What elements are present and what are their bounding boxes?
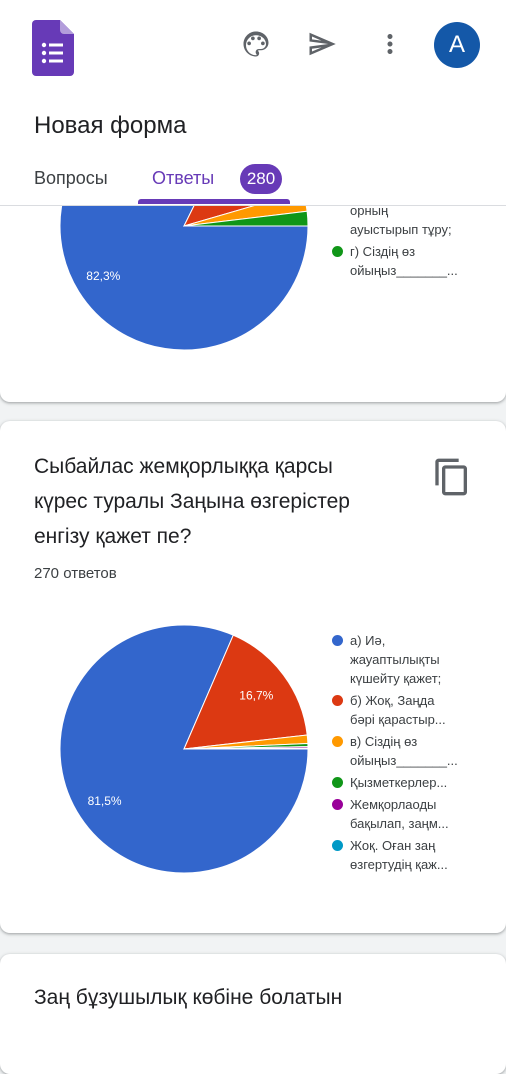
active-tab-indicator xyxy=(138,199,290,204)
legend-swatch xyxy=(332,840,343,851)
legend-item: Жемқорлаоды бақылап, заңм... xyxy=(332,795,472,833)
legend-swatch xyxy=(332,777,343,788)
tab-responses[interactable]: Ответы xyxy=(152,168,215,188)
pie-chart-2: 81,5% 16,7% xyxy=(59,624,309,874)
legend-item: Қызметкерлер... xyxy=(332,773,472,792)
pie-slice xyxy=(183,747,309,750)
legend-label: ойыңыз_______... xyxy=(350,263,458,278)
form-title: Новая форма xyxy=(34,112,187,139)
legend-swatch xyxy=(332,736,343,747)
legend-swatch xyxy=(332,695,343,706)
question-title: Заң бұзушылық көбіне болатын xyxy=(34,986,343,1009)
more-vert-icon[interactable] xyxy=(370,24,410,64)
legend-label: күшейту қажет; xyxy=(350,671,442,686)
account-avatar[interactable]: A xyxy=(434,22,480,68)
legend-item: б) Жоқ, Заңда бәрі қарастыр... xyxy=(332,691,472,729)
legend-label: Жемқорлаоды xyxy=(350,797,437,812)
legend-label: ойыңыз_______... xyxy=(350,753,458,768)
chart-legend-1: орның ауыстырып тұру; г) Сіздің өз ойыңыз__… xyxy=(332,201,472,283)
pie-slice xyxy=(183,634,308,750)
question-title-line: күрес туралы Заңына өзгерістер xyxy=(34,490,350,513)
legend-label: бәрі қарастыр... xyxy=(350,712,446,727)
palette-icon[interactable] xyxy=(236,24,276,64)
legend-swatch xyxy=(332,246,343,257)
copy-chart-icon[interactable] xyxy=(432,457,472,497)
pie-slice xyxy=(183,210,309,227)
slice-label: 82,3% xyxy=(86,269,120,283)
legend-item: а) Иә, жауаптылықты күшейту қажет; xyxy=(332,631,472,688)
slice-label: 81,5% xyxy=(88,794,122,808)
question-title-line: Сыбайлас жемқорлыққа қарсы xyxy=(34,455,333,478)
google-forms-icon[interactable] xyxy=(32,20,74,76)
question-card-3: Заң бұзушылық көбіне болатын xyxy=(0,954,506,1074)
question-title: Сыбайлас жемқорлыққа қарсы күрес туралы … xyxy=(34,449,414,554)
legend-item: в) Сіздің өз ойыңыз_______... xyxy=(332,732,472,770)
legend-label: жауаптылықты xyxy=(350,652,440,667)
legend-item: г) Сіздің өз ойыңыз_______... xyxy=(332,242,472,280)
question-title-line: енгізу қажет пе? xyxy=(34,525,192,548)
legend-label: а) Иә, xyxy=(350,633,386,648)
legend-label: бақылап, заңм... xyxy=(350,816,449,831)
legend-item: Жоқ. Оған заң өзгертудің қаж... xyxy=(332,836,472,874)
app-header: A Новая форма Вопросы Ответы 280 xyxy=(0,0,506,206)
response-count: 270 ответов xyxy=(34,565,117,582)
legend-label: г) Сіздің өз xyxy=(350,244,416,259)
legend-label: б) Жоқ, Заңда xyxy=(350,693,435,708)
legend-label: Қызметкерлер... xyxy=(350,775,448,790)
legend-label: в) Сіздің өз xyxy=(350,734,418,749)
slice-label: 16,7% xyxy=(239,688,273,702)
tab-questions[interactable]: Вопросы xyxy=(34,168,108,188)
legend-swatch xyxy=(332,635,343,646)
legend-label: Жоқ. Оған заң xyxy=(350,838,436,853)
legend-label: орның xyxy=(350,203,389,218)
legend-item: орның ауыстырып тұру; xyxy=(332,201,472,239)
send-icon[interactable] xyxy=(302,24,342,64)
legend-label: ауыстырып тұру; xyxy=(350,222,452,237)
legend-swatch xyxy=(332,799,343,810)
chart-legend-2: а) Иә, жауаптылықты күшейту қажет; б) Жоқ, … xyxy=(332,631,472,877)
legend-label: өзгертудің қаж... xyxy=(350,857,448,872)
responses-count-badge: 280 xyxy=(240,164,282,194)
chart-card-2: Сыбайлас жемқорлыққа қарсы күрес туралы … xyxy=(0,421,506,933)
